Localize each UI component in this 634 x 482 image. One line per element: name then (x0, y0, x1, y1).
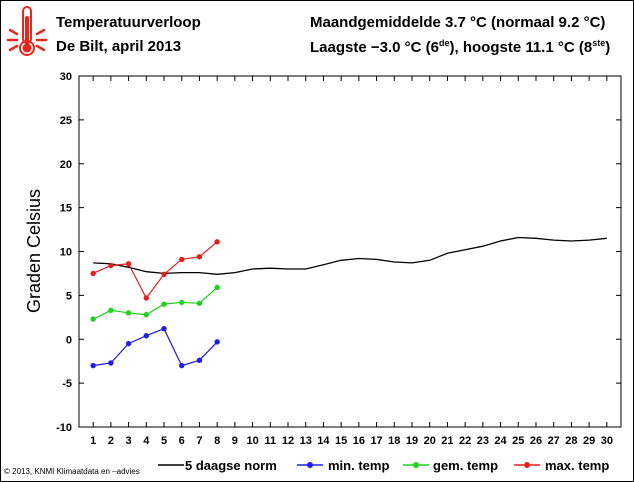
extremes-text-end: ) (605, 39, 611, 56)
extremes-text: Laagste −3.0 °C (6 (310, 39, 439, 56)
extremes-superscript-low: de (438, 38, 450, 48)
monthly-extremes: Laagste −3.0 °C (6de), hoogste 11.1 °C (… (310, 38, 610, 56)
thermometer-hot-icon (6, 6, 48, 56)
monthly-mean: Maandgemiddelde 3.7 °C (normaal 9.2 °C) (310, 14, 606, 31)
extremes-text-mid: ), hoogste 11.1 °C (8 (449, 39, 593, 56)
chart-subtitle: De Bilt, april 2013 (56, 38, 182, 55)
extremes-superscript-high: ste (592, 38, 606, 48)
copyright-text: © 2013, KNMI Klimaatdata en –advies (4, 467, 140, 476)
chart-title: Temperatuurverloop (56, 14, 201, 31)
